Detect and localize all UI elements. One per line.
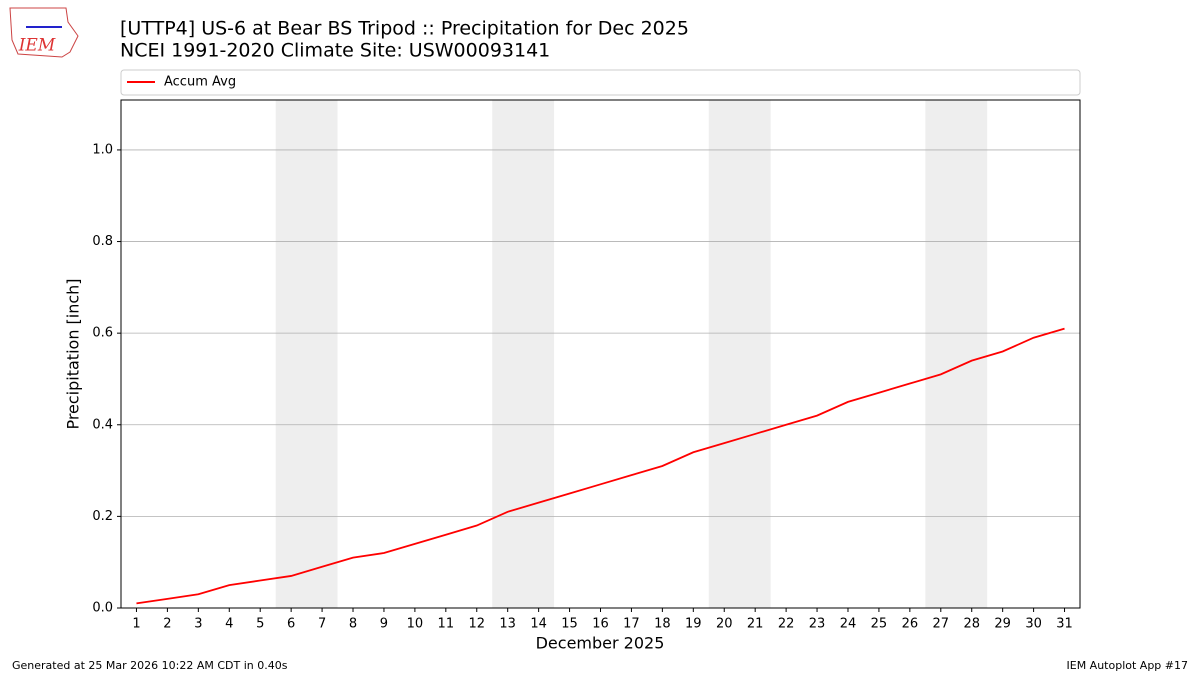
legend-label: Accum Avg [164, 75, 236, 90]
x-tick-label: 9 [380, 617, 388, 632]
footer-right: IEM Autoplot App #17 [1067, 659, 1189, 672]
x-tick-label: 16 [592, 617, 609, 632]
x-tick-label: 25 [871, 617, 888, 632]
x-tick-label: 26 [902, 617, 919, 632]
x-tick-label: 7 [318, 617, 326, 632]
plot-frame [120, 99, 1081, 609]
x-tick-label: 22 [778, 617, 795, 632]
chart-subtitle: NCEI 1991-2020 Climate Site: USW00093141 [120, 40, 550, 62]
x-tick-label: 29 [994, 617, 1011, 632]
legend-box [120, 69, 1081, 96]
y-tick-label: 0.2 [92, 509, 113, 524]
x-tick-label: 10 [407, 617, 424, 632]
weekend-shade [708, 100, 771, 608]
x-tick-label: 1 [132, 617, 140, 632]
weekend-shade [492, 100, 555, 608]
x-tick-label: 6 [287, 617, 295, 632]
y-tick-label: 0.6 [92, 326, 113, 341]
x-tick-label: 3 [194, 617, 202, 632]
y-tick-label: 0.0 [92, 601, 113, 616]
x-tick-label: 23 [809, 617, 826, 632]
x-tick-label: 20 [716, 617, 733, 632]
logo: IEM [9, 7, 79, 58]
x-tick-label: 14 [530, 617, 547, 632]
x-tick-label: 12 [468, 617, 485, 632]
weekend-shade [275, 100, 338, 608]
y-tick-label: 0.4 [92, 417, 113, 432]
x-tick-label: 5 [256, 617, 264, 632]
x-tick-label: 13 [499, 617, 516, 632]
logo-outline [9, 7, 79, 58]
x-tick-label: 17 [623, 617, 640, 632]
x-tick-label: 11 [438, 617, 455, 632]
weekend-shade [925, 100, 988, 608]
x-tick-label: 30 [1025, 617, 1042, 632]
x-tick-label: 4 [225, 617, 233, 632]
chart-title: [UTTP4] US-6 at Bear BS Tripod :: Precip… [120, 18, 689, 40]
x-tick-label: 21 [747, 617, 764, 632]
x-tick-label: 19 [685, 617, 702, 632]
y-axis-label: Precipitation [inch] [64, 278, 83, 429]
x-tick-label: 18 [654, 617, 671, 632]
y-tick-label: 0.8 [92, 234, 113, 249]
logo-text: IEM [18, 36, 56, 56]
x-tick-label: 31 [1056, 617, 1073, 632]
x-tick-label: 2 [163, 617, 171, 632]
x-tick-label: 24 [840, 617, 857, 632]
footer-left: Generated at 25 Mar 2026 10:22 AM CDT in… [12, 659, 288, 672]
x-tick-label: 8 [349, 617, 357, 632]
x-tick-label: 28 [963, 617, 980, 632]
x-tick-label: 27 [933, 617, 950, 632]
y-tick-label: 1.0 [92, 142, 113, 157]
x-tick-label: 15 [561, 617, 578, 632]
x-axis-label: December 2025 [536, 634, 665, 653]
data-line [136, 327, 1065, 605]
